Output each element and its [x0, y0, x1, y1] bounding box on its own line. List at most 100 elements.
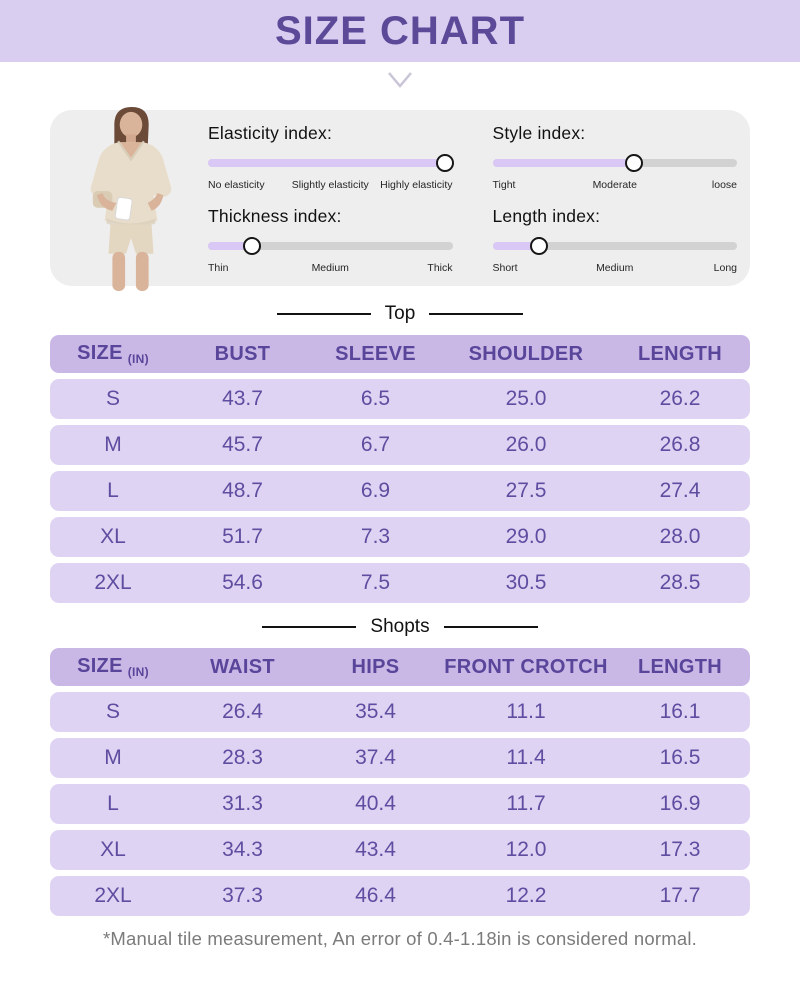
- table-cell: 51.7: [222, 525, 263, 548]
- index-title: Elasticity index:: [208, 123, 333, 143]
- tick-label: Medium: [596, 262, 634, 274]
- divider-line: [262, 626, 357, 628]
- table-cell: 26.2: [659, 387, 701, 410]
- divider-line: [429, 313, 524, 315]
- table-cell: 27.5: [505, 479, 547, 502]
- table-row: 2XL 37.3 46.4 12.2 17.7: [50, 876, 750, 916]
- table-cell: 29.0: [505, 525, 547, 548]
- tick-label: Highly elasticity: [380, 179, 453, 191]
- table-cell: 25.0: [505, 387, 547, 410]
- slider-knob: [529, 237, 548, 255]
- table-cell: 7.3: [360, 525, 391, 548]
- table-cell: 12.0: [505, 838, 547, 861]
- table-cell: 2XL: [94, 571, 132, 594]
- table-cell: S: [105, 700, 120, 723]
- model-photo: [90, 106, 172, 291]
- table-cell: 26.0: [505, 433, 547, 456]
- tick-label: Slightly elasticity: [291, 179, 369, 191]
- slider-fill: [492, 159, 635, 167]
- table-cell: 17.7: [659, 884, 701, 907]
- column-header: HIPS: [351, 655, 400, 678]
- unit-label: (IN): [127, 665, 149, 679]
- table-cell: 6.7: [360, 433, 391, 456]
- index-block-thickness: Thickness index: Thin Medium Thick: [208, 206, 453, 278]
- slider-knob: [243, 237, 261, 255]
- section-divider-top: Top: [0, 303, 800, 325]
- divider-line: [443, 626, 538, 628]
- page-title: SIZE CHART: [275, 8, 525, 53]
- table-row: L 48.7 6.9 27.5 27.4: [50, 471, 750, 511]
- table-cell: 6.9: [360, 479, 391, 502]
- tick-label: loose: [711, 179, 737, 191]
- column-header: BUST: [214, 342, 271, 365]
- table-row: XL 34.3 43.4 12.0 17.3: [50, 830, 750, 870]
- section-title: Top: [384, 303, 416, 324]
- table-cell: 6.5: [360, 387, 391, 410]
- section-divider-shorts: Shopts: [0, 616, 800, 638]
- column-header: SIZE (IN): [77, 342, 149, 366]
- measurement-note: *Manual tile measurement, An error of 0.…: [103, 928, 697, 949]
- table-cell: 28.3: [222, 746, 263, 769]
- table-row: L 31.3 40.4 11.7 16.9: [50, 784, 750, 824]
- slider-ticks: Tight Moderate loose: [493, 179, 738, 191]
- index-card: Elasticity index: No elasticity Slightly…: [50, 106, 750, 291]
- table-cell: 28.5: [659, 571, 701, 594]
- table-cell: 35.4: [355, 700, 396, 723]
- tick-label: Thin: [208, 262, 229, 274]
- tick-label: Moderate: [592, 179, 637, 191]
- table-row: XL 51.7 7.3 29.0 28.0: [50, 517, 750, 557]
- table-row: M 45.7 6.7 26.0 26.8: [50, 425, 750, 465]
- table-cell: 11.7: [506, 792, 546, 815]
- tick-label: Tight: [492, 179, 516, 191]
- table-cell: 7.5: [360, 571, 391, 594]
- table-cell: 27.4: [659, 479, 701, 502]
- column-header: SIZE (IN): [77, 655, 149, 679]
- size-table-top: SIZE (IN) BUST SLEEVE SHOULDER LENGTH S 43.7 6.5…: [50, 335, 750, 603]
- table-cell: 31.3: [222, 792, 263, 815]
- table-cell: 37.4: [355, 746, 396, 769]
- index-title: Style index:: [492, 123, 586, 143]
- column-header: LENGTH: [637, 655, 723, 678]
- index-block-style: Style index: Tight Moderate loose: [492, 123, 738, 195]
- table-header-row: SIZE (IN) BUST SLEEVE SHOULDER LENGTH: [50, 335, 750, 373]
- column-header: WAIST: [210, 655, 275, 678]
- table-cell: 26.8: [659, 433, 701, 456]
- index-title: Thickness index:: [208, 206, 342, 226]
- tick-label: Long: [713, 262, 737, 274]
- thickness-slider: [208, 237, 453, 255]
- table-row: M 28.3 37.4 11.4 16.5: [50, 738, 750, 778]
- table-cell: 11.1: [506, 700, 546, 723]
- size-table-shorts: SIZE (IN) WAIST HIPS FRONT CROTCH LENGTH S 26.4…: [50, 648, 750, 916]
- table-cell: 2XL: [94, 884, 132, 907]
- table-cell: M: [104, 746, 122, 769]
- table-row: S 43.7 6.5 25.0 26.2: [50, 379, 750, 419]
- table-cell: 54.6: [222, 571, 263, 594]
- column-header: LENGTH: [637, 342, 723, 365]
- tick-label: No elasticity: [208, 179, 265, 191]
- slider-ticks: Thin Medium Thick: [208, 262, 453, 274]
- slider-knob: [436, 154, 455, 172]
- table-cell: 40.4: [355, 792, 396, 815]
- table-cell: 17.3: [659, 838, 701, 861]
- table-cell: 16.5: [659, 746, 701, 769]
- table-header-row: SIZE (IN) WAIST HIPS FRONT CROTCH LENGTH: [50, 648, 750, 686]
- slider-ticks: No elasticity Slightly elasticity Highly…: [208, 179, 453, 191]
- style-slider: [492, 154, 737, 172]
- column-header: SHOULDER: [468, 342, 584, 365]
- index-grid: Elasticity index: No elasticity Slightly…: [208, 123, 737, 278]
- table-cell: 16.9: [659, 792, 701, 815]
- index-title: Length index:: [492, 206, 601, 226]
- divider-line: [276, 313, 371, 315]
- index-block-elasticity: Elasticity index: No elasticity Slightly…: [208, 123, 455, 195]
- tick-label: Short: [492, 262, 518, 274]
- table-row: S 26.4 35.4 11.1 16.1: [50, 692, 750, 732]
- table-cell: S: [105, 387, 120, 410]
- slider-knob: [625, 154, 644, 172]
- tick-label: Thick: [427, 262, 453, 274]
- table-cell: 26.4: [222, 700, 263, 723]
- slider-ticks: Short Medium Long: [493, 262, 738, 274]
- unit-label: (IN): [127, 352, 149, 366]
- elasticity-slider: [208, 154, 455, 172]
- slider-fill: [208, 159, 446, 167]
- chevron-wrap: [0, 71, 800, 95]
